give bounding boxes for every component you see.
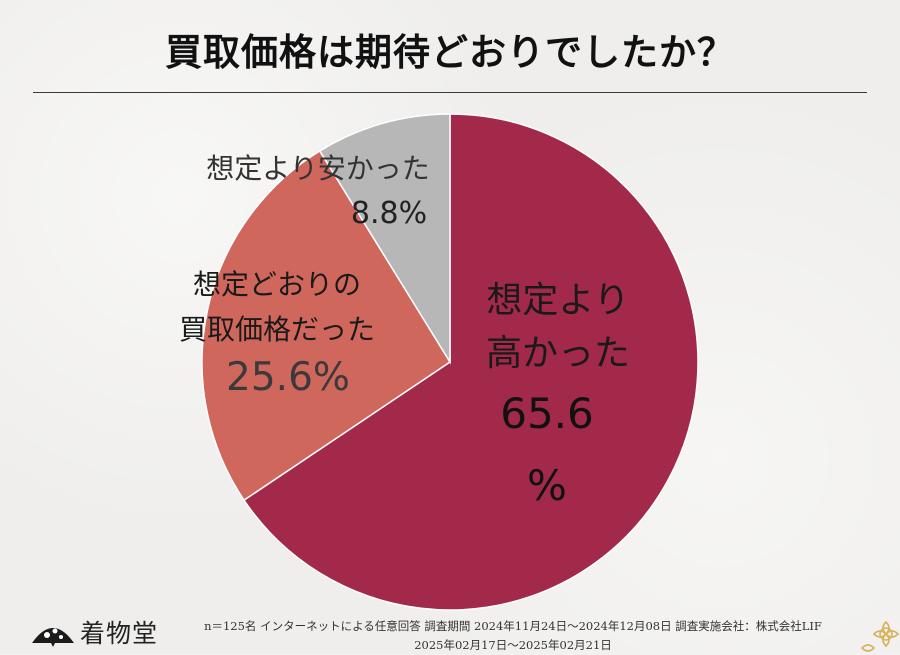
survey-note: n＝125名 インターネットによる任意回答 調査期間 2024年11月24日～2… <box>158 617 868 655</box>
slice-higher <box>242 113 699 611</box>
slice-value-low: 8.8% <box>351 196 427 231</box>
slice-label-high-line1: 想定より <box>486 280 629 321</box>
slice-value-high: 65.6 <box>500 389 594 438</box>
slice-label-asexpected-line2: 買取価格だった <box>179 313 375 346</box>
gold-flower-icon <box>860 620 900 652</box>
slice-value-high-percent: % <box>527 461 567 510</box>
pie-labels: 想定より 高かった 65.6 % 想定どおりの 買取価格だった 25.6% 想定… <box>179 152 630 510</box>
title-divider <box>33 92 867 93</box>
kimono-fan-logo-icon <box>32 628 74 647</box>
survey-note-line1: n＝125名 インターネットによる任意回答 調査期間 2024年11月24日～2… <box>204 619 822 633</box>
slice-as-expected <box>201 149 452 502</box>
pie-slices <box>201 113 699 611</box>
slice-label-high-line2: 高かった <box>486 333 630 374</box>
page-title: 買取価格は期待どおりでしたか？ <box>165 31 735 74</box>
slice-value-asexpected: 25.6% <box>226 355 350 400</box>
slice-label-asexpected-line1: 想定どおりの <box>193 268 361 301</box>
brand-name: 着物堂 <box>80 619 159 648</box>
survey-note-line2: 2025年02月17日～2025年02月21日 <box>414 638 612 652</box>
slice-lower <box>318 113 451 365</box>
slice-label-low: 想定より安かった <box>206 152 429 185</box>
